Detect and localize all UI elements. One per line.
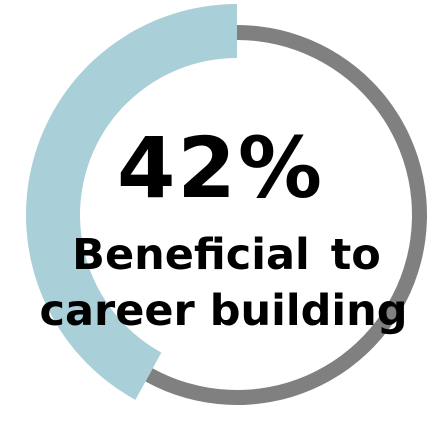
donut-slice-highlight xyxy=(26,4,238,400)
center-label-line-1: Beneficial to xyxy=(72,230,381,280)
center-label-line-2: career building xyxy=(39,286,408,336)
center-percentage: 42% xyxy=(116,119,325,217)
